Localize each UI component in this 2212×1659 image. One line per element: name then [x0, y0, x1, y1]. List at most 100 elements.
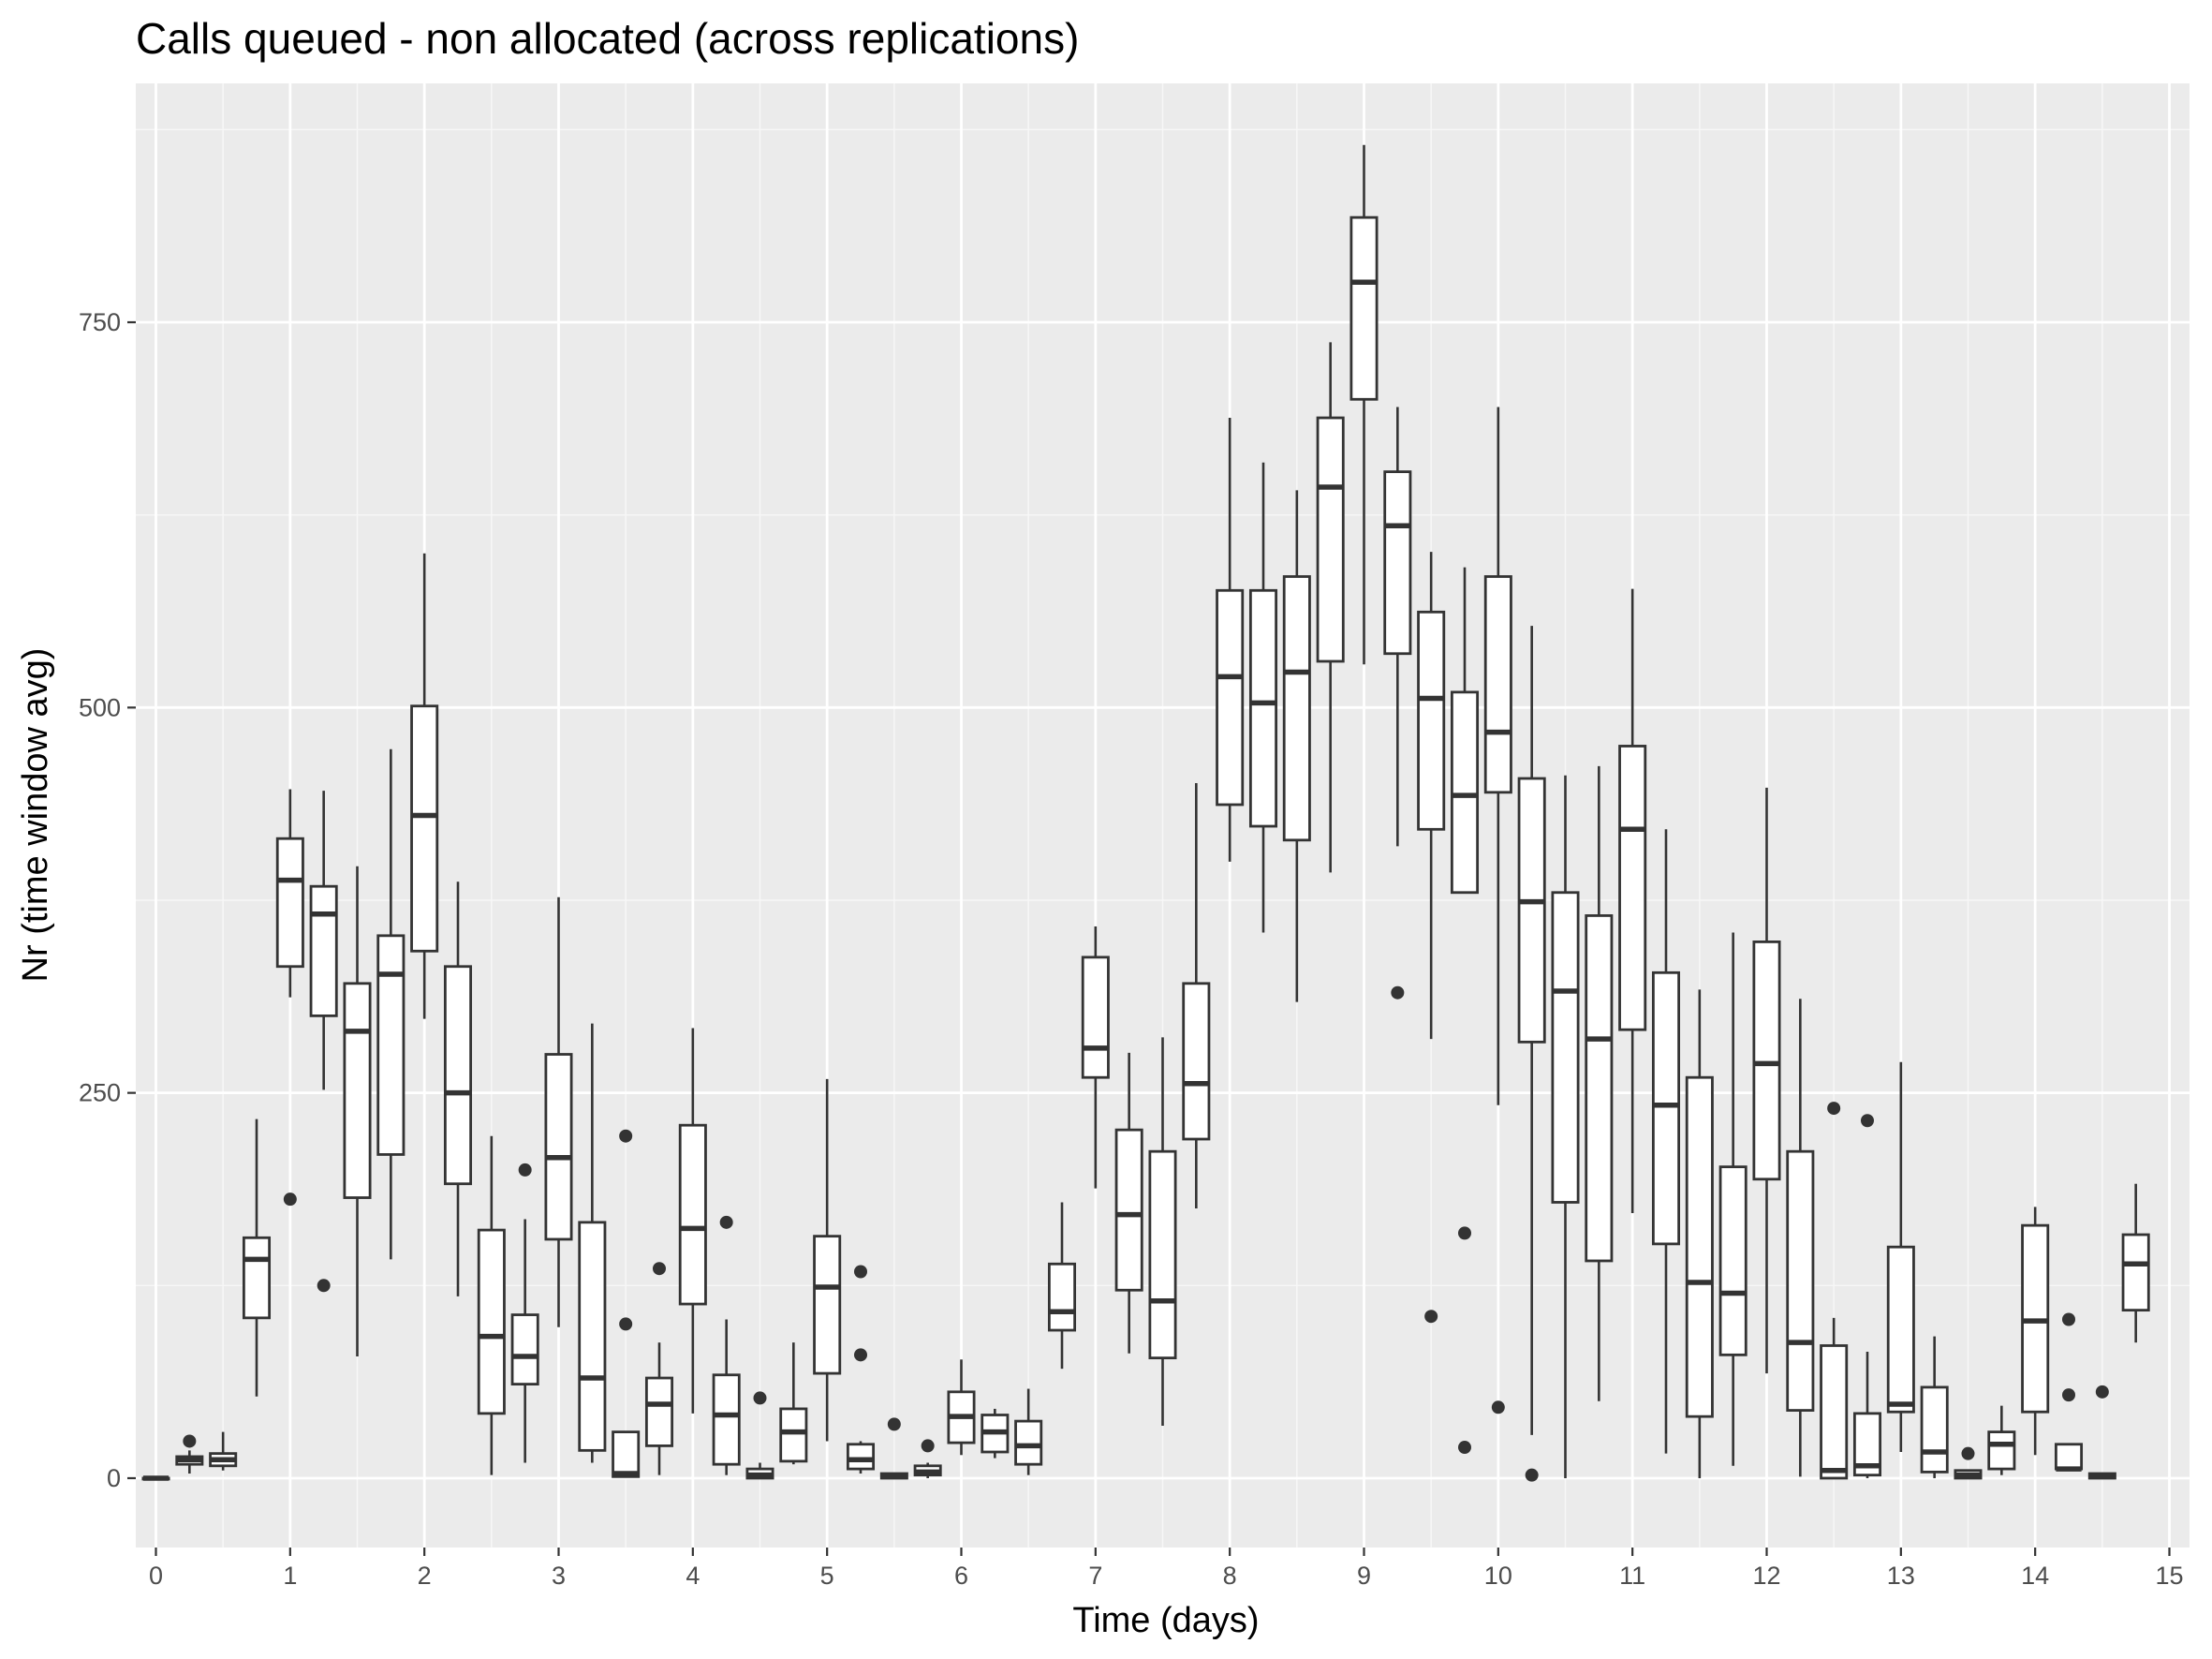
outlier-point: [1861, 1114, 1874, 1128]
outlier-point: [183, 1434, 197, 1448]
outlier-point: [921, 1439, 935, 1453]
box-body: [1920, 1385, 1949, 1474]
y-tick-label: 750: [79, 308, 121, 336]
box-body: [2121, 1233, 2150, 1312]
box-group: [1349, 144, 1379, 665]
box-body: [1886, 1245, 1915, 1414]
box-body: [1651, 970, 1681, 1246]
box-body: [410, 704, 439, 953]
x-tick-label: 2: [418, 1562, 432, 1590]
outlier-point: [719, 1215, 733, 1229]
box-body: [712, 1373, 741, 1466]
box-group: [510, 1163, 539, 1463]
box-body: [1248, 588, 1278, 828]
box-group: [443, 881, 473, 1296]
box-body: [1148, 1149, 1177, 1360]
box-group: [242, 1118, 272, 1397]
box-group: [2021, 1207, 2050, 1456]
outlier-point: [1391, 985, 1405, 1000]
box-group: [1282, 490, 1311, 1002]
box-group: [1852, 1114, 1882, 1478]
box-body: [1282, 575, 1311, 842]
box-body: [846, 1443, 876, 1471]
box-group: [745, 1391, 774, 1480]
box-group: [1148, 1037, 1177, 1427]
y-tick-label: 0: [107, 1464, 121, 1492]
box-body: [443, 965, 473, 1186]
outlier-point: [854, 1348, 867, 1362]
box-body: [1216, 588, 1245, 807]
box-body: [578, 1221, 607, 1452]
box-group: [376, 748, 406, 1260]
box-body: [1786, 1149, 1815, 1412]
box-body: [477, 1228, 506, 1415]
x-tick-label: 9: [1357, 1562, 1371, 1590]
box-group: [2054, 1312, 2084, 1472]
box-group: [578, 1023, 607, 1463]
outlier-point: [1525, 1468, 1539, 1482]
box-body: [1349, 215, 1379, 401]
box-group: [1047, 1202, 1077, 1370]
outlier-point: [1458, 1441, 1471, 1455]
outlier-point: [518, 1163, 532, 1177]
box-body: [309, 884, 338, 1017]
box-body: [1987, 1430, 2016, 1471]
box-body: [779, 1407, 808, 1463]
box-group: [1114, 1052, 1143, 1354]
outlier-point: [1458, 1226, 1471, 1240]
outlier-point: [619, 1129, 633, 1143]
box-body: [1551, 891, 1580, 1204]
box-body: [1081, 955, 1110, 1079]
box-group: [1752, 787, 1781, 1374]
box-body: [1114, 1128, 1143, 1292]
x-tick-label: 1: [283, 1562, 297, 1590]
outlier-point: [2095, 1385, 2109, 1399]
box-group: [343, 866, 372, 1356]
box-group: [1820, 1102, 1849, 1480]
box-body: [544, 1053, 573, 1241]
box-group: [1954, 1446, 1983, 1480]
box-body: [1618, 745, 1647, 1031]
y-axis: 0 250 500 750: [79, 308, 136, 1492]
box-group: [712, 1215, 741, 1475]
box-body: [1047, 1262, 1077, 1332]
box-body: [1383, 470, 1412, 656]
y-axis-title: Nr (time window avg): [16, 648, 55, 983]
outlier-point: [753, 1391, 767, 1405]
box-body: [510, 1313, 539, 1386]
box-body: [1014, 1419, 1043, 1466]
box-body: [678, 1123, 707, 1306]
box-group: [1987, 1405, 2016, 1475]
x-tick-label: 3: [552, 1562, 566, 1590]
y-tick-label: 500: [79, 693, 121, 721]
box-group: [947, 1359, 976, 1456]
box-group: [1248, 462, 1278, 933]
x-tick-label: 10: [1484, 1562, 1512, 1590]
box-group: [1216, 418, 1245, 862]
box-body: [1316, 416, 1345, 663]
box-body: [1718, 1165, 1747, 1356]
box-body: [612, 1430, 641, 1478]
x-tick-label: 14: [2021, 1562, 2049, 1590]
box-group: [477, 1135, 506, 1475]
x-tick-label: 7: [1088, 1562, 1102, 1590]
box-body: [1752, 941, 1781, 1181]
box-body: [1417, 610, 1446, 831]
outlier-point: [653, 1262, 666, 1276]
box-group: [678, 1028, 707, 1414]
box-group: [1383, 407, 1412, 1000]
box-body: [1585, 914, 1614, 1263]
box-group: [1618, 588, 1647, 1213]
box-group: [779, 1342, 808, 1465]
x-tick-label: 6: [954, 1562, 968, 1590]
outlier-point: [854, 1265, 867, 1279]
box-group: [175, 1434, 204, 1474]
box-group: [1551, 775, 1580, 1478]
box-body: [644, 1376, 674, 1447]
box-group: [1517, 626, 1546, 1482]
box-group: [1417, 552, 1446, 1324]
box-body: [242, 1236, 272, 1320]
box-body: [1517, 777, 1546, 1044]
x-axis-title: Time (days): [1072, 1601, 1259, 1640]
